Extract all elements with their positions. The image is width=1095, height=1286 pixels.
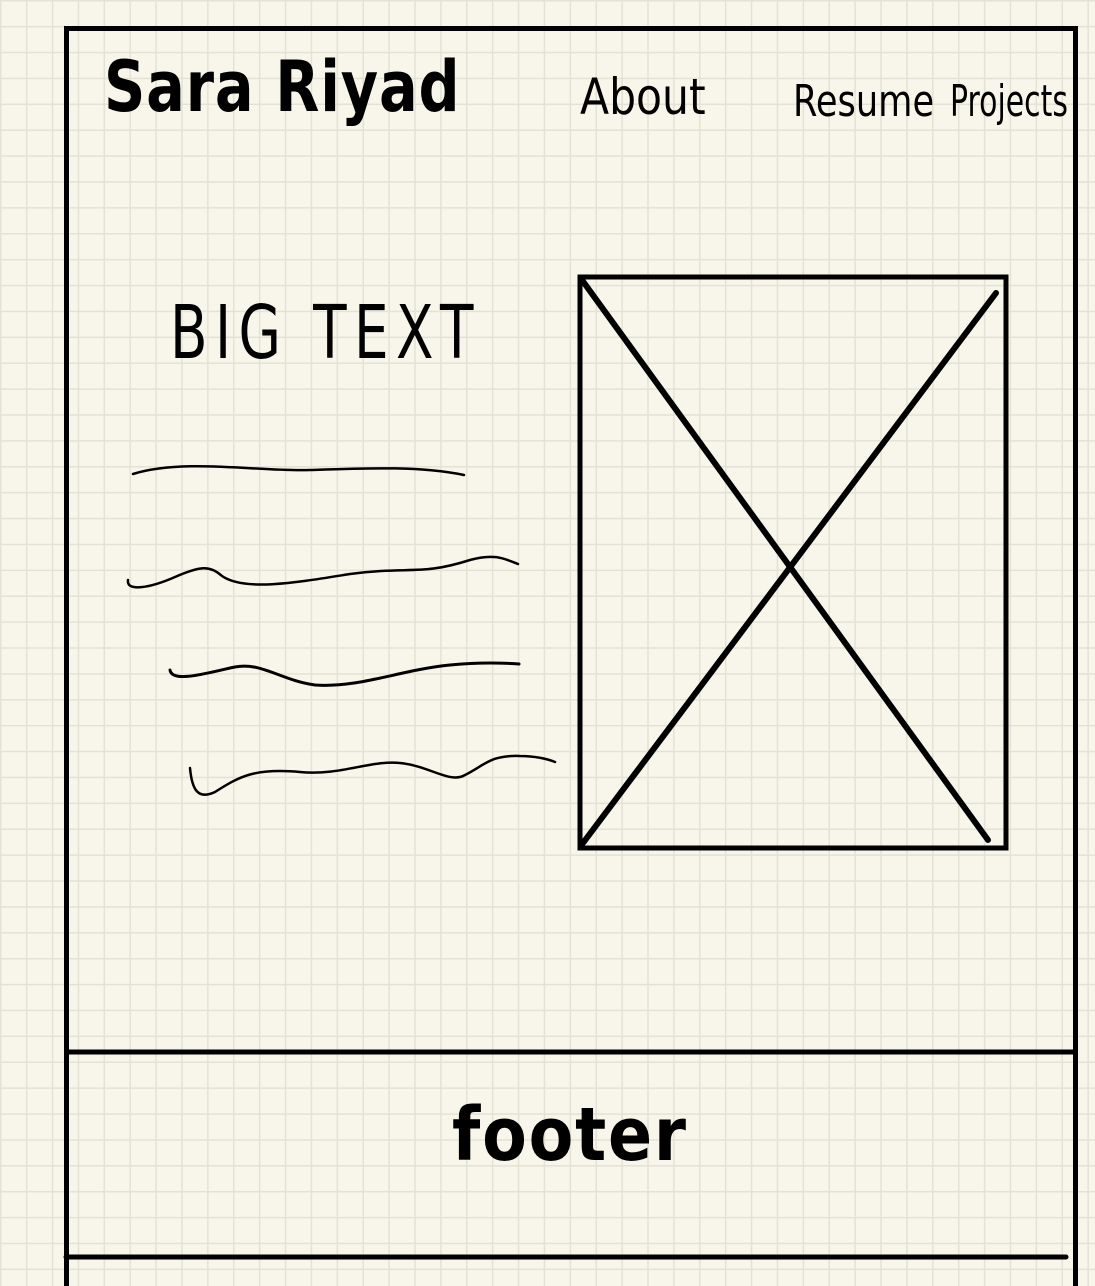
footer-label: footer [452,1092,688,1178]
page-frame [64,26,1078,1286]
nav-item-about[interactable]: About [580,68,706,126]
hero-title: BIG TEXT [170,290,481,376]
nav-item-projects[interactable]: Projects [950,76,1068,127]
paragraph-line [188,754,557,796]
image-placeholder [577,274,1009,851]
paragraph-line [168,661,521,687]
paragraph-line [126,555,520,589]
nav-item-resume[interactable]: Resume [793,76,935,127]
image-placeholder-cross-b [580,290,999,846]
paragraph-line [131,464,466,477]
image-placeholder-cross-a [579,277,991,843]
brand-name[interactable]: Sara Riyad [104,46,461,128]
